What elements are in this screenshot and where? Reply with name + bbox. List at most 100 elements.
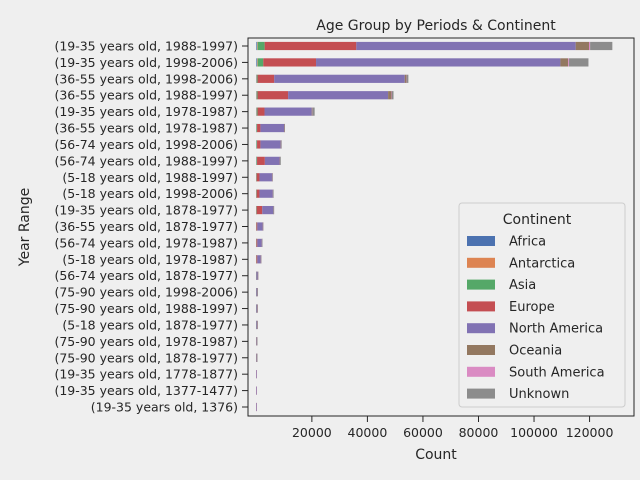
bar-segment-asia-5: [256, 123, 258, 133]
x-tick-label: 20000: [292, 425, 332, 440]
bar-segment-south-america-0: [589, 41, 591, 51]
legend-swatch-africa: [467, 236, 495, 246]
bar-segment-europe-6: [257, 140, 261, 149]
y-tick-label: (75-90 years old, 1978-1987): [54, 334, 238, 349]
legend-label: North America: [509, 322, 603, 337]
bar-segment-north-america-12: [257, 238, 262, 248]
bar-segment-antarctica-1: [257, 58, 258, 67]
bar-segment-europe-5: [257, 123, 261, 133]
chart-title: Age Group by Periods & Continent: [316, 18, 556, 34]
y-tick-label: (19-35 years old, 1978-1987): [54, 104, 238, 119]
y-tick-label: (36-55 years old, 1998-2006): [54, 71, 238, 86]
bar-segment-unknown-4: [312, 107, 315, 116]
bar-segment-oceania-2: [404, 74, 407, 83]
bar-segment-north-america-17: [256, 320, 258, 330]
bar-segment-unknown-14: [257, 271, 259, 280]
bar-segment-north-america-2: [274, 74, 405, 83]
y-tick-label: (5-18 years old, 1978-1987): [62, 252, 238, 267]
bar-segment-africa-1: [256, 58, 258, 67]
x-tick-label: 40000: [348, 425, 388, 440]
bar-segment-asia-7: [256, 156, 258, 165]
bar-segment-oceania-0: [575, 41, 590, 51]
legend-label: Europe: [509, 300, 555, 315]
bar-segment-asia-6: [256, 140, 258, 149]
legend-swatch-europe: [467, 301, 495, 312]
bar-segment-oceania-4: [311, 107, 313, 116]
bar-segment-north-america-16: [256, 304, 258, 313]
bar-segment-north-america-19: [256, 353, 258, 362]
legend-label: Oceania: [509, 344, 562, 359]
bar-segment-south-america-1: [568, 58, 570, 67]
bar-segment-north-america-5: [260, 123, 285, 133]
y-tick-label: (75-90 years old, 1878-1977): [54, 350, 238, 365]
legend-swatch-unknown: [467, 388, 495, 399]
y-tick-label: (56-74 years old, 1988-1997): [54, 153, 238, 168]
bar-segment-unknown-15: [257, 288, 258, 297]
y-tick-label: (36-55 years old, 1878-1977): [54, 219, 238, 234]
bar-segment-europe-11: [256, 222, 258, 231]
legend-swatch-antarctica: [467, 257, 495, 268]
bar-segment-north-america-22: [256, 402, 257, 412]
x-tick-label: 60000: [403, 425, 443, 440]
bar-segment-unknown-1: [569, 58, 589, 67]
bar-segment-unknown-9: [272, 189, 274, 198]
y-tick-label: (5-18 years old, 1998-2006): [62, 186, 238, 201]
bar-segment-unknown-12: [261, 238, 263, 248]
bar-segment-north-america-11: [257, 222, 263, 231]
bar-segment-unknown-3: [391, 91, 394, 100]
legend-label: Unknown: [509, 387, 569, 402]
legend-label: South America: [509, 365, 605, 380]
legend-label: Asia: [509, 278, 536, 293]
y-tick-label: (56-74 years old, 1978-1987): [54, 235, 238, 250]
y-tick-label: (5-18 years old, 1988-1997): [62, 170, 238, 185]
bar-segment-north-america-10: [262, 205, 274, 215]
bar-segment-unknown-6: [281, 140, 282, 149]
legend: Continent Africa Antarctica Asia Europe Nort…: [458, 202, 626, 408]
y-tick-label: (36-55 years old, 1978-1987): [54, 121, 238, 136]
y-tick-label: (5-18 years old, 1878-1977): [62, 317, 238, 332]
bar-segment-asia-0: [257, 41, 265, 51]
x-ticks: 20000 40000 60000 80000 100000 120000: [292, 416, 613, 440]
y-tick-label: (56-74 years old, 1878-1977): [54, 268, 238, 283]
bar-segment-north-america-21: [256, 386, 257, 395]
bar-segment-europe-3: [257, 91, 289, 100]
bar-segment-north-america-6: [260, 140, 281, 149]
legend-swatch-oceania: [467, 345, 495, 355]
y-tick-label: (19-35 years old, 1377-1477): [54, 383, 238, 398]
bar-segment-asia-2: [256, 74, 258, 83]
y-axis-label: Year Range: [17, 188, 33, 267]
bar-segment-oceania-1: [560, 58, 569, 67]
y-tick-label: (19-35 years old, 1998-2006): [54, 55, 238, 70]
legend-swatch-asia: [467, 279, 495, 290]
legend-swatch-north-america: [467, 323, 495, 334]
bar-segment-north-america-0: [356, 41, 576, 51]
bar-segment-europe-2: [257, 74, 275, 83]
bar-segment-europe-9: [256, 189, 260, 198]
x-tick-label: 100000: [510, 425, 558, 440]
x-tick-label: 120000: [566, 425, 614, 440]
bar-segment-north-america-8: [259, 173, 272, 182]
bar-segment-north-america-7: [264, 156, 280, 165]
bar-segment-north-america-1: [316, 58, 561, 67]
y-tick-label: (19-35 years old, 1376): [91, 400, 238, 415]
bar-segment-europe-0: [264, 41, 357, 51]
bar-segment-unknown-13: [260, 255, 262, 264]
bar-segment-north-america-20: [256, 370, 257, 379]
bar-segment-africa-0: [256, 41, 258, 51]
bar-segment-north-america-3: [288, 91, 389, 100]
x-tick-label: 80000: [459, 425, 499, 440]
bar-segment-oceania-3: [388, 91, 392, 100]
bar-segment-europe-13: [256, 255, 258, 264]
bar-segment-north-america-14: [256, 271, 258, 280]
bar-segment-unknown-7: [279, 156, 281, 165]
legend-swatch-south-america: [467, 366, 495, 377]
y-tick-label: (75-90 years old, 1988-1997): [54, 301, 238, 316]
y-tick-label: (75-90 years old, 1998-2006): [54, 285, 238, 300]
bar-segment-north-america-18: [256, 337, 258, 346]
bar-segment-europe-1: [263, 58, 317, 67]
bar-segment-unknown-10: [273, 205, 275, 215]
legend-title: Continent: [503, 212, 572, 228]
legend-frame: [458, 202, 626, 408]
bar-segment-unknown-18: [256, 337, 258, 346]
bar-segment-unknown-8: [272, 173, 273, 182]
